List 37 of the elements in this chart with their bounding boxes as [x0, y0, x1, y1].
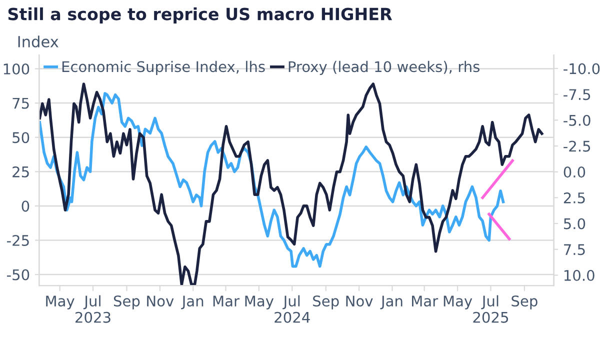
x-tick-label: Mar — [412, 296, 438, 307]
y-tick-label: 25 — [12, 166, 29, 178]
y-tick-label: 75 — [12, 98, 29, 109]
legend-label: Proxy (lead 10 weeks), rhs — [288, 60, 480, 75]
y-axis-title: Index — [18, 36, 58, 48]
x-tick-label: May — [46, 296, 74, 310]
x-tick-label: Jul 2023 — [76, 295, 110, 323]
x-tick-label: Nov — [346, 296, 373, 307]
legend-label: Economic Suprise Index, lhs — [62, 60, 265, 75]
y2-tick-label: 0.0 — [564, 166, 586, 178]
y2-tick-label: -2.5 — [564, 140, 590, 152]
x-tick-label: Jan — [181, 296, 204, 310]
x-tick-label: Jul 2024 — [274, 295, 310, 323]
x-tick-label: Jan — [380, 296, 402, 310]
chart-title: Still a scope to reprice US macro HIGHER — [8, 7, 392, 24]
y2-tick-label: -7.5 — [564, 89, 590, 100]
x-tick-label: May — [245, 296, 274, 310]
line-series — [39, 82, 544, 286]
y2-tick-label: 10.0 — [564, 270, 594, 281]
y-tick-label: 50 — [12, 132, 30, 144]
y2-tick-label: 2.5 — [564, 192, 585, 204]
x-tick-label: Mar — [213, 296, 240, 307]
y2-tick-label: -5.0 — [564, 114, 590, 126]
x-tick-label: Jul 2025 — [473, 295, 508, 323]
y-tick-label: -25 — [6, 234, 29, 246]
x-tick-label: Nov — [147, 296, 174, 307]
y-tick-label: -50 — [6, 269, 30, 280]
y2-tick-label: 7.5 — [564, 244, 585, 256]
y-tick-label: 100 — [4, 63, 30, 75]
line-series — [39, 92, 505, 268]
x-tick-label: May — [444, 296, 472, 310]
x-tick-label: Sep — [512, 296, 538, 310]
x-tick-label: Sep — [114, 296, 140, 310]
y2-tick-label: 5.0 — [564, 218, 586, 230]
y-tick-label: 0 — [22, 200, 30, 212]
y2-tick-label: -10.0 — [564, 63, 600, 74]
x-tick-label: Sep — [313, 296, 339, 310]
